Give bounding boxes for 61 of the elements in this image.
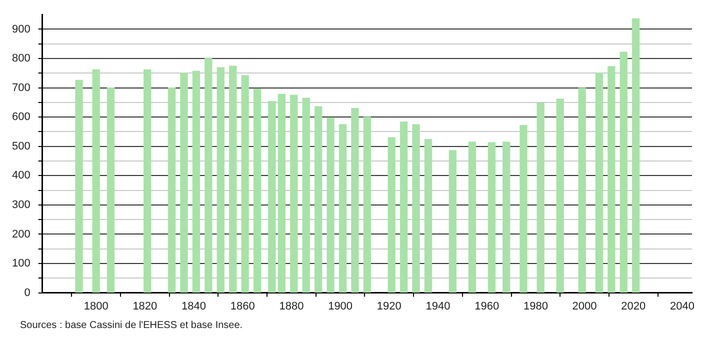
x-tick-label: 1800 <box>84 300 108 312</box>
bar <box>520 124 528 293</box>
bar <box>424 139 432 293</box>
bar <box>144 69 152 293</box>
bar <box>595 72 604 293</box>
bar <box>92 69 100 293</box>
x-tick-label: 2020 <box>621 300 646 312</box>
x-tick-label: 2000 <box>572 300 597 312</box>
x-tick-label: 1980 <box>523 300 548 312</box>
y-tick-label: 500 <box>12 140 30 152</box>
y-tick-label: 0 <box>24 286 30 299</box>
bar <box>75 80 83 293</box>
bar <box>468 142 476 293</box>
bar <box>106 87 115 293</box>
bar <box>314 106 322 293</box>
x-tick-label: 1820 <box>132 300 158 312</box>
y-tick-label: 400 <box>12 170 30 182</box>
bar <box>363 116 372 293</box>
y-tick-label: 800 <box>12 52 30 65</box>
bar <box>578 88 586 293</box>
source-note: Sources : base Cassini de l'EHESS et base Insee. <box>20 320 243 331</box>
x-tick-label: 1840 <box>182 300 206 312</box>
y-tick-label: 200 <box>12 228 30 240</box>
bar <box>388 137 396 293</box>
bar <box>338 124 347 293</box>
bar <box>241 75 249 293</box>
bar <box>502 142 510 293</box>
x-tick-label: 1860 <box>230 300 255 312</box>
bar <box>180 72 188 293</box>
bar <box>302 98 310 293</box>
bar <box>253 88 262 293</box>
bar <box>168 87 176 293</box>
bar <box>268 100 276 293</box>
bar <box>412 124 420 293</box>
bar <box>192 70 200 293</box>
bar <box>351 108 359 293</box>
x-tick-label: 1960 <box>474 300 500 312</box>
bar <box>216 67 224 293</box>
y-tick-label: 300 <box>12 198 30 211</box>
y-tick-label: 100 <box>12 258 30 270</box>
y-tick-label: 700 <box>12 82 30 94</box>
bar <box>229 66 237 293</box>
bar <box>290 94 298 293</box>
y-tick-label: 600 <box>12 111 30 124</box>
bar <box>608 66 616 293</box>
bar <box>556 98 564 293</box>
bar <box>204 58 212 293</box>
x-tick-label: 1880 <box>279 300 304 312</box>
bar <box>326 117 334 293</box>
bar <box>632 18 640 293</box>
bar <box>278 94 286 293</box>
bar <box>620 52 628 293</box>
y-tick-label: 900 <box>12 23 30 36</box>
bar <box>400 121 408 293</box>
bar <box>488 142 496 293</box>
x-tick-label: 1920 <box>376 300 402 312</box>
x-tick-label: 2040 <box>670 300 694 312</box>
x-tick-label: 1940 <box>426 300 450 312</box>
x-tick-label: 1900 <box>328 300 353 312</box>
bar <box>536 102 544 293</box>
bar <box>448 150 456 293</box>
